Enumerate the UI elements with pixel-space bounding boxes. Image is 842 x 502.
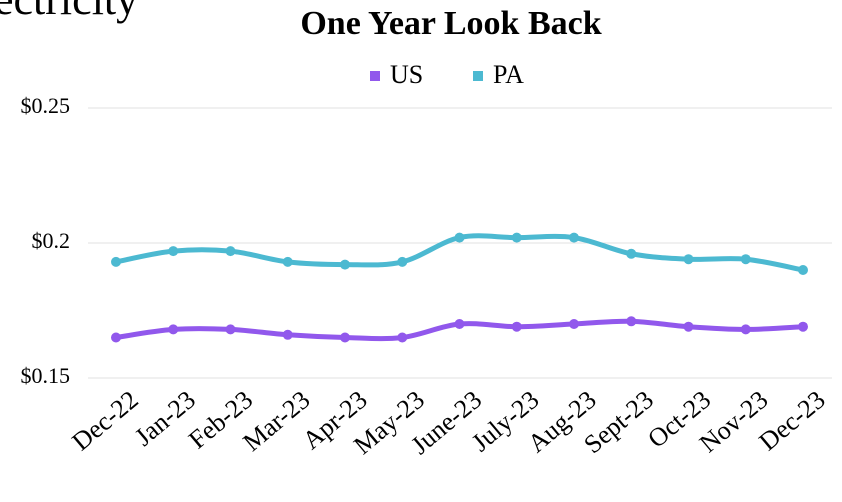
data-point — [626, 248, 637, 259]
data-point — [626, 316, 637, 327]
x-tick-label: Dec-22 — [66, 385, 143, 456]
header-fragment: ectricity — [0, 0, 138, 24]
data-point — [111, 256, 121, 267]
y-tick-label: $0.15 — [21, 363, 71, 388]
legend-swatch — [473, 71, 483, 81]
data-point — [569, 319, 579, 329]
x-tick-label: Mar-23 — [237, 385, 315, 457]
data-point — [111, 332, 121, 343]
data-point — [282, 256, 293, 267]
data-point — [397, 256, 408, 267]
y-tick-label: $0.25 — [21, 93, 71, 118]
data-point — [168, 246, 179, 257]
data-point — [340, 332, 350, 343]
data-point — [683, 321, 694, 332]
chart-title: One Year Look Back — [300, 5, 601, 42]
legend-label: PA — [493, 60, 524, 89]
y-tick-label: $0.2 — [32, 228, 71, 253]
data-point — [569, 232, 579, 243]
data-point — [225, 324, 236, 335]
data-point — [511, 232, 522, 243]
data-point — [282, 329, 293, 340]
data-point — [740, 254, 751, 265]
data-point — [225, 246, 236, 257]
data-point — [454, 319, 465, 329]
data-point — [798, 321, 808, 332]
data-point — [454, 232, 465, 243]
legend-swatch — [370, 71, 380, 81]
legend-label: US — [390, 60, 423, 89]
data-point — [798, 265, 808, 275]
data-point — [397, 332, 408, 343]
data-point — [511, 321, 522, 332]
x-tick-label: Dec-23 — [753, 385, 830, 456]
legend: US PA — [370, 60, 524, 89]
data-point — [683, 254, 694, 265]
data-point — [168, 324, 179, 335]
data-point — [740, 324, 751, 335]
data-point — [340, 259, 350, 270]
